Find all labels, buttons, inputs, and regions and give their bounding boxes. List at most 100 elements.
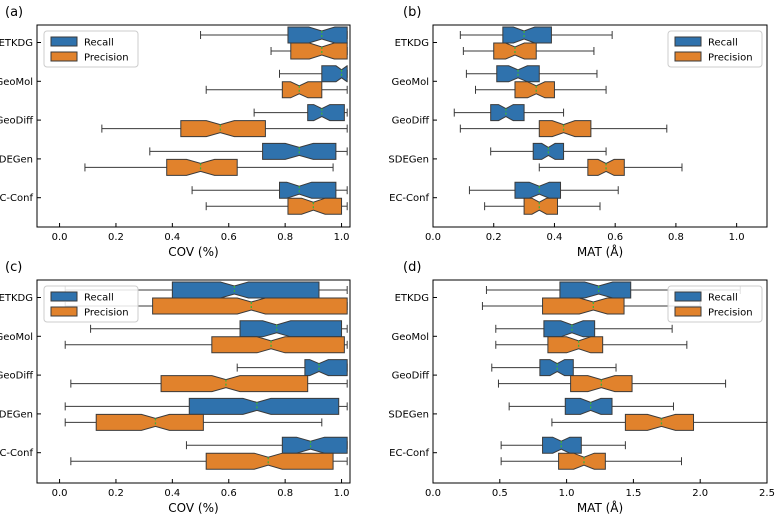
panel-c: ETKDG GeoMol GeoDiff SDEGen EC-Conf 0.0 0.2 0.4… xyxy=(0,260,351,515)
y-tick-label: GeoDiff xyxy=(0,371,34,382)
x-tick-label: 0.6 xyxy=(607,232,623,243)
recall-box-geodiff xyxy=(490,104,525,122)
y-tick-label: EC-Conf xyxy=(389,448,429,459)
recall-box-sdegen xyxy=(564,397,613,415)
x-tick-label: 0.8 xyxy=(277,488,293,499)
y-tick-label: ETKDG xyxy=(0,38,33,49)
x-tick-label: 0.2 xyxy=(108,488,124,499)
legend-label-precision: Precision xyxy=(84,53,129,64)
y-tick-label: SDEGen xyxy=(0,409,33,420)
y-tick-label: ETKDG xyxy=(395,293,429,304)
y-tick-label: GeoMol xyxy=(391,77,429,88)
recall-box-geomol xyxy=(543,320,596,338)
legend-swatch-recall xyxy=(674,36,702,47)
x-tick-label: 0.8 xyxy=(668,232,684,243)
x-tick-label: 0.6 xyxy=(221,232,237,243)
legend-label-precision: Precision xyxy=(708,53,753,64)
axes-frame xyxy=(36,24,351,228)
x-tick-label: 0.6 xyxy=(221,488,237,499)
legend-label-precision: Precision xyxy=(84,308,129,319)
precision-box-etkdg xyxy=(290,42,348,60)
legend-label-precision: Precision xyxy=(708,308,753,319)
plot-area xyxy=(64,281,348,470)
legend-swatch-precision xyxy=(50,51,78,62)
y-tick-label: ETKDG xyxy=(0,293,33,304)
legend-label-recall: Recall xyxy=(84,293,114,304)
x-tick-label: 2.5 xyxy=(759,488,775,499)
legend-swatch-precision xyxy=(674,306,702,317)
panel-d: ETKDG GeoMol GeoDiff SDEGen EC-Conf 0.0 0.5 1.0… xyxy=(388,260,775,515)
x-tick-label: 1.5 xyxy=(625,488,641,499)
y-tick-label: GeoDiff xyxy=(0,116,34,127)
precision-box-geodiff xyxy=(160,375,309,393)
recall-box-geomol xyxy=(239,320,343,338)
x-tick-label: 1.0 xyxy=(729,232,745,243)
y-tick-label: ETKDG xyxy=(395,38,429,49)
x-tick-label: 0.4 xyxy=(164,488,180,499)
precision-box-ec-conf xyxy=(523,197,558,215)
x-axis-label: MAT (Å) xyxy=(577,244,623,259)
y-tick-label: SDEGen xyxy=(388,154,429,165)
x-axis-label: MAT (Å) xyxy=(577,500,623,515)
legend-swatch-precision xyxy=(50,306,78,317)
panel-a: ETKDG GeoMol GeoDiff SDEGen EC-Conf 0.0 0.2 0.4… xyxy=(0,5,351,259)
precision-box-sdegen xyxy=(95,413,204,431)
panel-letter: (a) xyxy=(5,5,23,20)
legend-swatch-recall xyxy=(50,36,78,47)
precision-box-geomol xyxy=(211,336,345,354)
precision-box-sdegen xyxy=(624,413,695,431)
recall-box-etkdg xyxy=(559,281,632,299)
recall-box-geodiff xyxy=(539,359,574,377)
y-tick-label: EC-Conf xyxy=(0,448,33,459)
recall-box-ec-conf xyxy=(542,436,582,454)
axes-frame xyxy=(36,279,351,484)
x-tick-label: 0.0 xyxy=(425,488,441,499)
panel-letter: (d) xyxy=(403,260,421,275)
legend-swatch-precision xyxy=(674,51,702,62)
recall-box-geodiff xyxy=(307,104,345,122)
x-axis-label: COV (%) xyxy=(168,501,218,515)
precision-box-etkdg xyxy=(542,297,625,315)
precision-box-ec-conf xyxy=(205,452,334,470)
x-tick-label: 2.0 xyxy=(692,488,708,499)
x-tick-label: 1.0 xyxy=(334,232,350,243)
axes-frame xyxy=(432,279,768,484)
x-tick-label: 0.2 xyxy=(486,232,502,243)
plot-area xyxy=(84,26,348,215)
x-tick-label: 0.0 xyxy=(52,488,68,499)
panel-b: ETKDG GeoMol GeoDiff SDEGen EC-Conf 0.0 0.2 0.4… xyxy=(388,5,768,259)
precision-box-ec-conf xyxy=(287,197,343,215)
recall-box-ec-conf xyxy=(514,181,562,199)
y-tick-label: GeoMol xyxy=(0,332,33,343)
recall-box-ec-conf xyxy=(281,436,348,454)
x-tick-label: 0.8 xyxy=(277,232,293,243)
x-tick-label: 0.4 xyxy=(547,232,563,243)
x-axis-label: COV (%) xyxy=(168,245,218,259)
y-tick-label: GeoDiff xyxy=(392,371,430,382)
y-tick-label: SDEGen xyxy=(0,154,33,165)
x-tick-label: 0.0 xyxy=(425,232,441,243)
y-tick-label: EC-Conf xyxy=(0,193,33,204)
x-tick-label: 0.5 xyxy=(492,488,508,499)
y-tick-label: SDEGen xyxy=(388,409,429,420)
legend: Recall Precision xyxy=(667,30,763,68)
legend-label-recall: Recall xyxy=(84,38,114,49)
recall-box-geomol xyxy=(321,65,348,83)
y-tick-label: EC-Conf xyxy=(389,193,429,204)
precision-box-geodiff xyxy=(180,120,266,138)
precision-box-ec-conf xyxy=(558,452,606,470)
precision-box-geomol xyxy=(514,81,555,99)
legend-label-recall: Recall xyxy=(708,293,738,304)
precision-box-sdegen xyxy=(166,158,238,176)
panel-letter: (c) xyxy=(5,260,22,275)
precision-box-geomol xyxy=(281,81,323,99)
legend: Recall Precision xyxy=(43,30,139,68)
recall-box-sdegen xyxy=(188,397,340,415)
legend-label-recall: Recall xyxy=(708,38,738,49)
legend: Recall Precision xyxy=(667,285,763,323)
legend-swatch-recall xyxy=(674,291,702,302)
plot-area xyxy=(453,26,683,215)
x-tick-label: 0.4 xyxy=(164,232,180,243)
x-tick-label: 0.0 xyxy=(52,232,68,243)
